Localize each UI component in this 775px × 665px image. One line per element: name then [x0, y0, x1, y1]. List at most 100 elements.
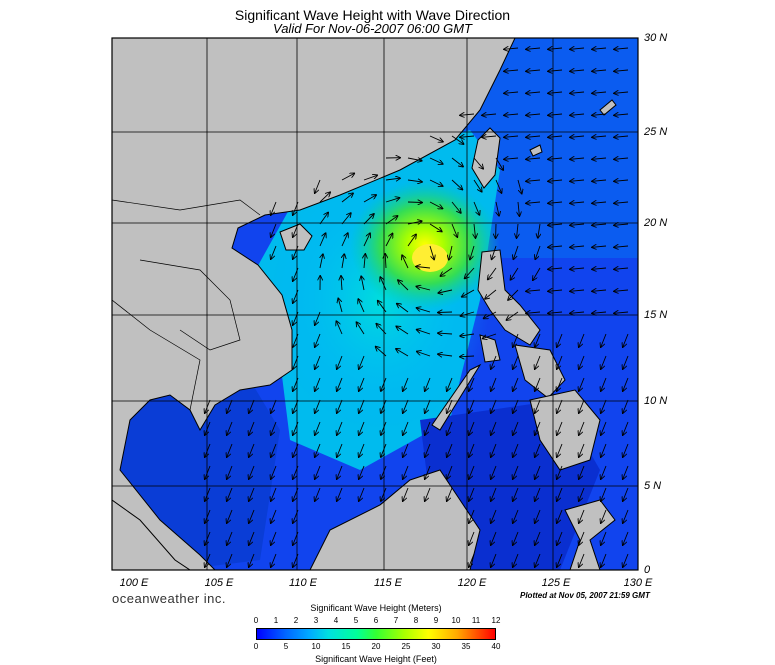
wave-arrow [227, 421, 233, 435]
wave-arrow [271, 399, 277, 413]
wave-arrow [623, 421, 629, 435]
legend-feet-tick: 0 [253, 642, 259, 651]
wave-arrow [429, 157, 443, 164]
wave-arrow [614, 92, 629, 93]
wave-arrow [483, 333, 497, 339]
wave-arrow [359, 421, 365, 435]
wave-arrow [438, 354, 453, 356]
wave-arrow [491, 487, 497, 501]
wave-arrow [504, 158, 519, 159]
wave-arrow [460, 334, 475, 336]
wave-arrow [504, 114, 519, 115]
wave-arrow [381, 377, 387, 391]
wave-arrow [548, 92, 563, 93]
wave-arrow [249, 443, 255, 457]
wave-arrow [359, 465, 365, 479]
wave-arrow [474, 223, 476, 238]
wave-arrow [535, 245, 541, 259]
wave-arrow [504, 48, 519, 49]
wave-arrow [592, 246, 607, 247]
wave-arrow [271, 443, 277, 457]
wave-arrow [557, 553, 563, 567]
wave-arrow [535, 399, 541, 413]
legend-meter-tick: 9 [433, 616, 439, 625]
wave-arrow [357, 322, 365, 335]
wave-arrow [319, 192, 330, 203]
wave-arrow [227, 531, 233, 545]
wave-arrow [579, 487, 585, 501]
wave-arrow [557, 355, 563, 369]
wave-arrow [338, 299, 343, 313]
wave-arrow [425, 487, 431, 501]
wave-arrow [526, 158, 541, 159]
legend-title-meters: Significant Wave Height (Meters) [310, 603, 442, 613]
wave-arrow [592, 290, 607, 291]
wave-arrow [570, 246, 585, 247]
wave-arrow [623, 399, 629, 413]
wave-arrow [513, 465, 519, 479]
wave-arrow [623, 553, 629, 567]
wave-arrow [570, 224, 585, 225]
wave-arrow [425, 377, 431, 391]
wave-arrow [570, 92, 585, 93]
lat-label-10n: 10 N [644, 395, 668, 407]
wave-arrow [397, 304, 409, 313]
wave-arrow [592, 158, 607, 159]
wave-arrow [227, 399, 233, 413]
wave-arrow [614, 114, 629, 115]
wave-arrow [513, 245, 519, 259]
wave-arrow [227, 465, 233, 479]
wave-arrow [491, 421, 497, 435]
wave-arrow [517, 179, 522, 194]
wave-arrow [381, 487, 387, 501]
wave-arrow [557, 465, 563, 479]
wave-arrow [579, 355, 585, 369]
wave-arrow [249, 399, 255, 413]
wave-arrow [601, 531, 607, 545]
wave-arrow [491, 377, 497, 391]
wave-arrow [249, 509, 255, 523]
wave-arrow [557, 333, 563, 347]
wave-arrow [504, 92, 519, 93]
map-frame [111, 37, 639, 571]
wave-arrow [438, 333, 453, 334]
wave-arrow [614, 224, 629, 225]
wave-arrow [579, 399, 585, 413]
wave-arrow [363, 233, 370, 247]
wave-arrow [469, 421, 475, 435]
legend-meter-tick: 3 [313, 616, 319, 625]
wave-arrow [205, 443, 211, 457]
wave-arrow [461, 311, 475, 316]
wave-arrow [548, 312, 563, 313]
wave-arrow [337, 465, 343, 479]
wave-arrow [449, 245, 452, 260]
wave-arrow [381, 465, 387, 479]
wave-arrow [614, 268, 629, 269]
wave-arrow [249, 531, 255, 545]
wave-arrow [535, 333, 541, 347]
wave-arrow [526, 312, 541, 313]
wave-arrow [451, 223, 457, 237]
wave-arrow [579, 509, 585, 523]
wave-arrow [592, 48, 607, 49]
wave-arrow [460, 356, 475, 357]
wave-arrow [381, 421, 387, 435]
wave-arrow [293, 245, 299, 259]
wave-arrow [358, 299, 365, 313]
lat-label-25n: 25 N [644, 126, 668, 138]
wave-arrow [249, 465, 255, 479]
wave-arrow [526, 290, 541, 291]
wave-arrow [271, 421, 277, 435]
wave-arrow [293, 443, 299, 457]
wave-arrow [359, 487, 365, 501]
wave-arrow [249, 421, 255, 435]
wave-arrow [491, 531, 497, 545]
wave-arrow [623, 509, 629, 523]
wave-arrow [601, 355, 607, 369]
wave-arrow [570, 136, 585, 137]
wave-arrow [513, 355, 519, 369]
wave-arrow [623, 443, 629, 457]
wave-arrow [482, 136, 497, 137]
wave-arrow [315, 377, 321, 391]
wave-arrow [533, 267, 541, 280]
